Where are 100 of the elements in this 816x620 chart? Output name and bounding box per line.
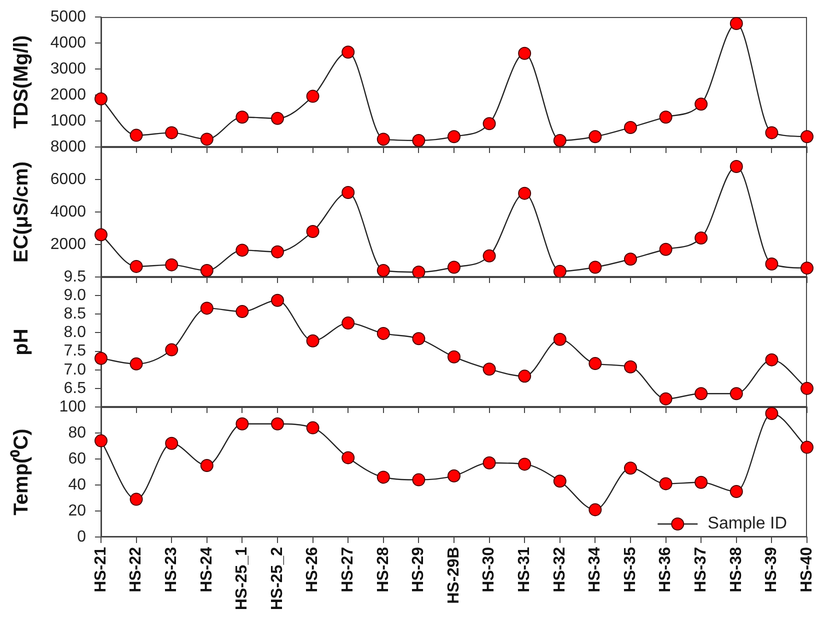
point	[130, 128, 143, 142]
point	[659, 242, 672, 256]
point	[694, 476, 708, 489]
point	[130, 260, 143, 273]
y-tick-label: 40	[68, 476, 86, 494]
point	[624, 360, 637, 374]
point	[694, 387, 708, 400]
x-tick-label: HS-25_1	[234, 546, 251, 610]
point	[730, 160, 743, 173]
y-tick-label: 7.5	[64, 342, 86, 360]
point	[659, 392, 672, 406]
y-tick-label: 9.5	[64, 268, 86, 286]
point	[694, 232, 708, 244]
point	[800, 130, 814, 144]
point	[94, 434, 108, 448]
point	[200, 459, 214, 472]
y-tick-label: 60	[68, 450, 86, 468]
point	[412, 266, 426, 279]
y-tick-label: 80	[68, 424, 86, 442]
point	[376, 264, 390, 277]
point	[94, 352, 108, 365]
x-tick-label: HS-31	[516, 546, 534, 592]
point	[765, 126, 778, 140]
point	[765, 407, 778, 420]
point	[482, 117, 496, 130]
x-tick-label: HS-27	[340, 546, 357, 592]
point	[730, 485, 743, 498]
point	[448, 469, 460, 482]
point	[342, 46, 355, 59]
point	[730, 17, 743, 30]
point	[553, 474, 566, 488]
point	[271, 112, 284, 125]
y-axis-title: pH	[10, 328, 33, 356]
x-tick-label: HS-23	[163, 546, 180, 592]
point	[306, 421, 320, 434]
point	[482, 362, 496, 376]
y-tick-label: 6000	[50, 170, 86, 188]
y-tick-label: 4000	[50, 34, 86, 52]
point	[448, 260, 460, 274]
y-tick-label: 5000	[50, 8, 86, 26]
x-tick-label: HS-26	[304, 546, 322, 592]
point	[200, 132, 214, 146]
y-axis-title: EC(μS/cm)	[10, 161, 33, 263]
x-tick-label: HS-24	[198, 546, 216, 592]
point	[765, 353, 778, 366]
y-tick-label: 8.0	[64, 324, 86, 342]
point	[306, 225, 320, 238]
point	[306, 90, 320, 103]
point	[271, 245, 284, 258]
y-tick-label: 9.0	[64, 286, 86, 304]
x-tick-label: HS-35	[622, 546, 639, 592]
x-tick-label: HS-28	[374, 546, 392, 592]
point	[342, 316, 355, 330]
legend-label: Sample ID	[708, 514, 788, 533]
point	[518, 458, 532, 471]
point	[553, 264, 566, 278]
point	[94, 228, 108, 242]
x-tick-label: HS-37	[692, 546, 710, 592]
x-tick-label: HS-32	[551, 546, 568, 592]
point	[376, 132, 390, 146]
point	[482, 456, 496, 470]
point	[412, 134, 426, 147]
point	[765, 258, 778, 270]
point	[800, 440, 814, 454]
point	[448, 130, 460, 144]
point	[200, 302, 214, 315]
y-tick-label: 4000	[50, 203, 86, 220]
x-tick-label: HS-30	[480, 546, 498, 592]
point	[659, 110, 672, 124]
point	[730, 387, 743, 400]
point	[236, 110, 249, 124]
point	[448, 350, 460, 364]
y-tick-label: 2000	[50, 236, 86, 253]
y-tick-label: 0	[77, 528, 86, 546]
point	[694, 98, 708, 111]
x-tick-label: HS-29	[410, 546, 428, 592]
point	[236, 244, 249, 257]
point	[553, 332, 566, 346]
y-tick-label: 1000	[50, 112, 86, 130]
y-axis-title: TDS(Mg/l)	[10, 35, 33, 129]
point	[588, 260, 602, 274]
point	[165, 126, 178, 140]
point	[588, 130, 602, 144]
point	[271, 294, 284, 307]
point	[624, 252, 637, 266]
x-tick-label: HS-39	[763, 546, 780, 592]
y-tick-label: 8000	[50, 138, 86, 156]
point	[800, 382, 814, 395]
point	[236, 305, 249, 318]
y-tick-label: 2000	[50, 86, 86, 104]
x-tick-label: HS-34	[586, 546, 604, 592]
x-tick-label: HS-38	[728, 546, 745, 592]
point	[482, 249, 496, 262]
x-tick-label: HS-29B	[445, 547, 462, 604]
point	[518, 370, 532, 383]
x-tick-label: HS-40	[798, 546, 816, 592]
point	[306, 334, 320, 348]
y-tick-label: 7.0	[64, 361, 86, 378]
point	[130, 492, 143, 506]
point	[165, 343, 178, 356]
